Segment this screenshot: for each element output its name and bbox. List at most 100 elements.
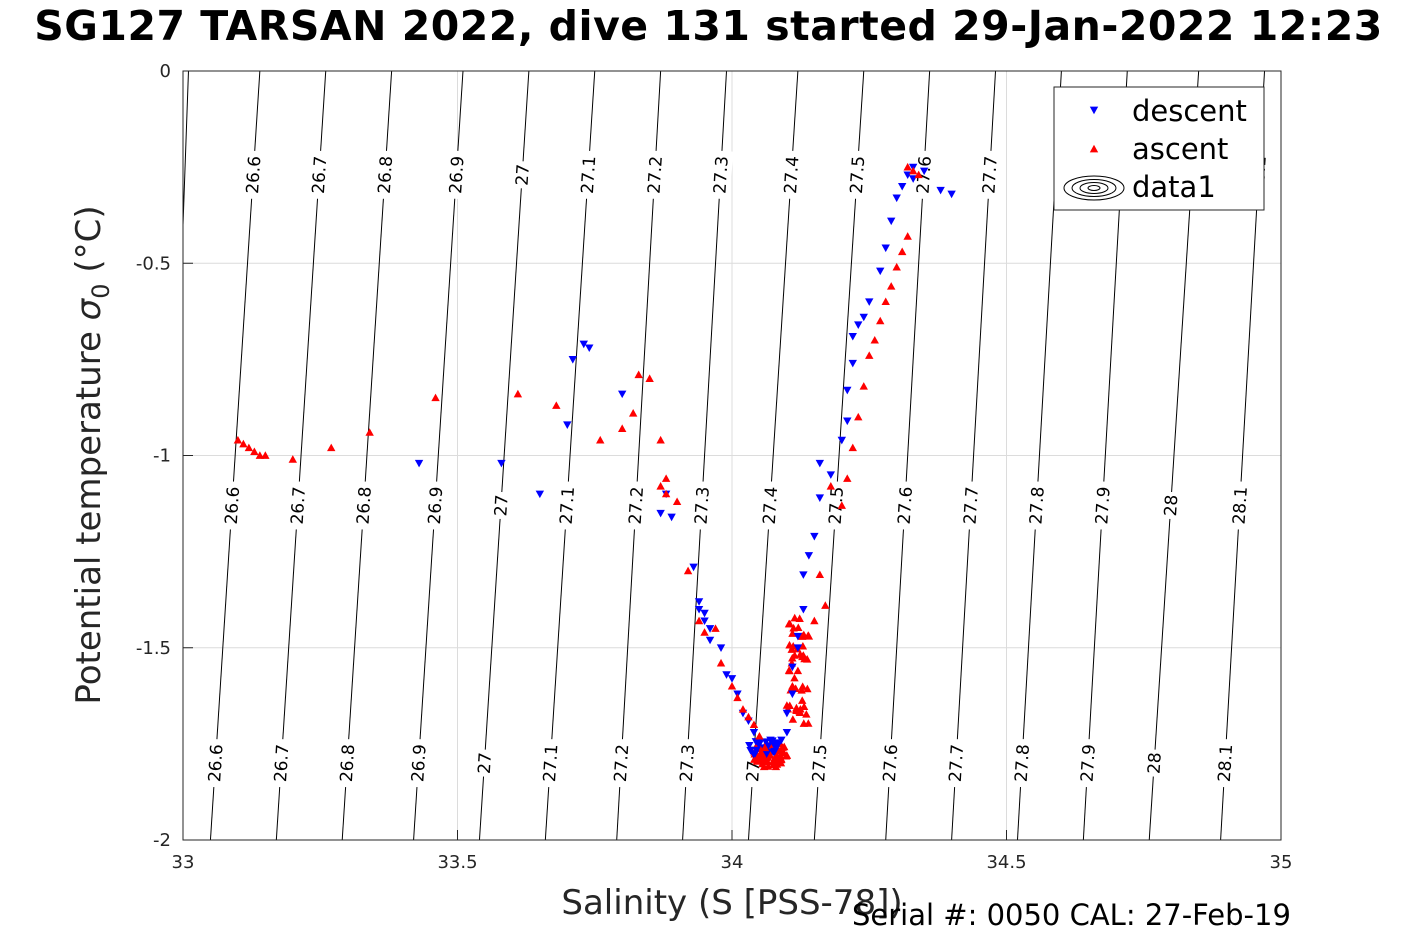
contour-label: 27.1 (554, 480, 580, 531)
contour-label-gap (642, 150, 668, 200)
ascent-point (803, 655, 812, 663)
ascent-point (661, 474, 671, 482)
contour-label-text: 26.8 (337, 744, 359, 783)
contour-label-gap (306, 150, 332, 200)
contour-label-gap (1212, 738, 1238, 788)
contour-label: 27.3 (708, 150, 734, 200)
contour-label: 27.5 (823, 480, 849, 531)
contour-label-text: 27.9 (1078, 744, 1100, 783)
contour-label: 27.2 (642, 150, 668, 200)
contour-label-gap (757, 480, 783, 531)
contour-label: 28 (1142, 748, 1167, 778)
contour-label: 27.8 (1024, 480, 1050, 531)
ascent-point (798, 696, 807, 704)
contour-label-gap (806, 738, 832, 788)
ascent-point (250, 447, 259, 456)
descent-point (667, 513, 676, 522)
contour-label-gap (334, 738, 360, 788)
contour-label-text: 27 (475, 752, 496, 775)
contour-label: 26.7 (285, 480, 311, 531)
contour-label-text: 27.2 (626, 486, 648, 525)
ascent-point (797, 632, 807, 640)
y-axis-label-unit: (°C) (69, 205, 109, 283)
ascent-point (656, 435, 665, 444)
contour-label: 27.6 (892, 480, 918, 531)
ascent-point (826, 482, 836, 490)
contour-label-text: 28.1 (1215, 744, 1237, 783)
contour-line (544, 71, 596, 840)
y-tick-label: -1 (153, 446, 171, 467)
contour-label-text: 27.6 (880, 744, 902, 783)
descent-point (799, 605, 808, 614)
contour-label-text: 27.1 (540, 744, 562, 783)
legend-marker-data1 (1079, 182, 1109, 194)
contour-label-gap (219, 480, 245, 531)
contour-label: 26.8 (334, 738, 360, 788)
legend-marker-ascent (1089, 144, 1099, 153)
descent-point (746, 747, 755, 755)
ascent-point (797, 686, 806, 694)
contour-label-gap (1227, 480, 1253, 531)
descent-point (745, 741, 754, 750)
ascent-point (810, 616, 819, 625)
contour-label-text: 27.4 (781, 155, 803, 194)
contour-label-text: 27.7 (961, 486, 983, 525)
contour-label-gap (844, 150, 870, 200)
contour-label-gap (943, 738, 969, 788)
y-axis-label-main: Potential temperature (69, 320, 109, 704)
descent-point (727, 675, 737, 683)
contour-line (616, 71, 662, 840)
ascent-point (859, 382, 868, 390)
contour-label-gap (268, 738, 294, 788)
contour-label-text: 27.1 (557, 486, 579, 525)
ascent-point (661, 489, 671, 498)
contour-label-gap (285, 480, 311, 531)
contour-label-text: 27.9 (1092, 486, 1114, 525)
ascent-point (789, 642, 798, 650)
descent-point (700, 609, 709, 618)
contour-label-text: 28 (1161, 494, 1182, 517)
ascent-point (365, 428, 374, 436)
descent-point (722, 671, 731, 679)
contour-label: 27 (510, 160, 535, 189)
descent-point (793, 632, 803, 641)
legend[interactable]: descent ascent data1 (1053, 86, 1265, 211)
contour-label-text: 26.7 (288, 486, 310, 525)
contour-label: 26.8 (351, 480, 377, 531)
ascent-point (288, 455, 297, 463)
ascent-point (244, 443, 254, 452)
contour-label: 28.1 (1212, 738, 1238, 788)
ascent-point (744, 712, 753, 721)
ascent-point (759, 762, 769, 771)
ascent-point (780, 742, 789, 751)
ascent-point (750, 755, 759, 763)
contour-line (813, 71, 865, 840)
contour-label: 26.9 (443, 150, 469, 200)
descent-point (535, 490, 545, 499)
ascent-point (887, 282, 896, 290)
legend-label-data1: data1 (1132, 170, 1216, 204)
contour-label-gap (911, 150, 937, 200)
ascent-point (634, 370, 643, 379)
ascent-point (784, 619, 794, 628)
ascent-point (327, 443, 336, 452)
ascent-point (683, 566, 693, 575)
descent-point (771, 739, 781, 747)
data-points (233, 162, 956, 771)
contour-label: 27.2 (608, 738, 634, 788)
ascent-point (782, 701, 792, 709)
contour-label-text: 27.7 (979, 155, 1001, 194)
descent-point (700, 617, 709, 626)
ascent-point (908, 166, 918, 175)
ascent-point (628, 409, 638, 417)
descent-point (705, 636, 715, 645)
descent-point (618, 390, 627, 399)
contour-label: 27.4 (778, 150, 804, 200)
chart-title: SG127 TARSAN 2022, dive 131 started 29-J… (34, 2, 1383, 50)
contour-label-gap (977, 150, 1003, 200)
descent-point (766, 736, 775, 745)
contour-label-text: 27 (491, 494, 512, 517)
contour-label: 26.7 (306, 150, 332, 200)
ascent-point (837, 501, 846, 509)
